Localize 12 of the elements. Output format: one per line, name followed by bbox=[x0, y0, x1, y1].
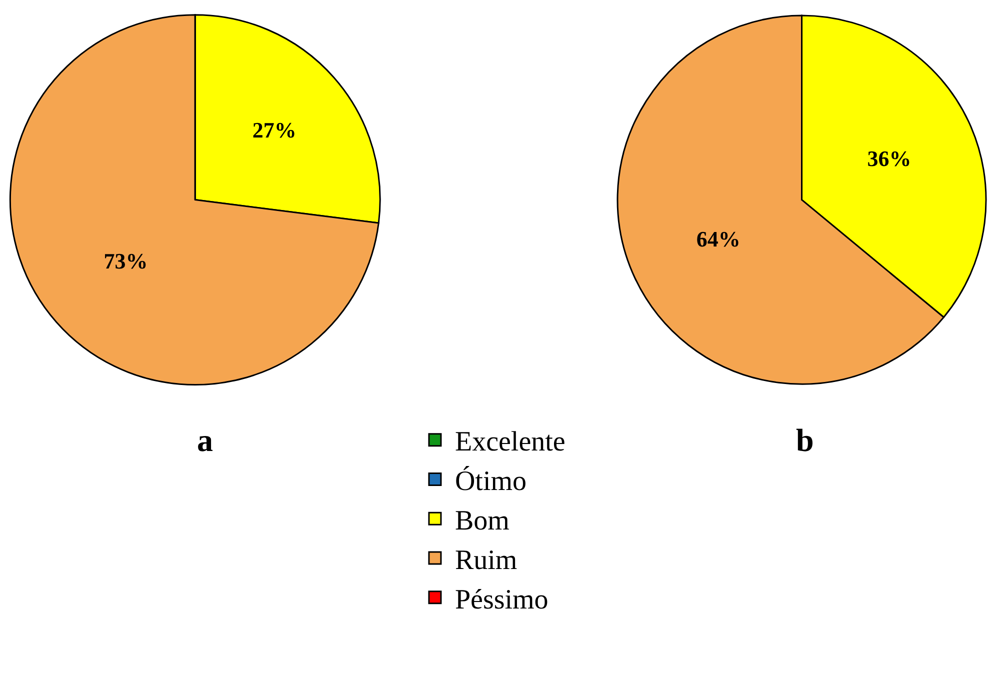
text: b bbox=[796, 422, 814, 458]
text: a bbox=[197, 422, 213, 458]
data-label: 64% bbox=[696, 226, 740, 252]
legend-label: Ruim bbox=[454, 544, 518, 576]
data-label: 36% bbox=[867, 146, 912, 172]
legend-label: Bom bbox=[454, 506, 510, 537]
legend-label: Ótimo bbox=[454, 465, 527, 498]
pie-slice bbox=[10, 14, 380, 386]
legend-label: Excelente bbox=[454, 426, 566, 458]
data-label: 73% bbox=[104, 248, 148, 274]
data-label: 27% bbox=[252, 117, 296, 142]
legend-label: Péssimo bbox=[454, 584, 548, 616]
